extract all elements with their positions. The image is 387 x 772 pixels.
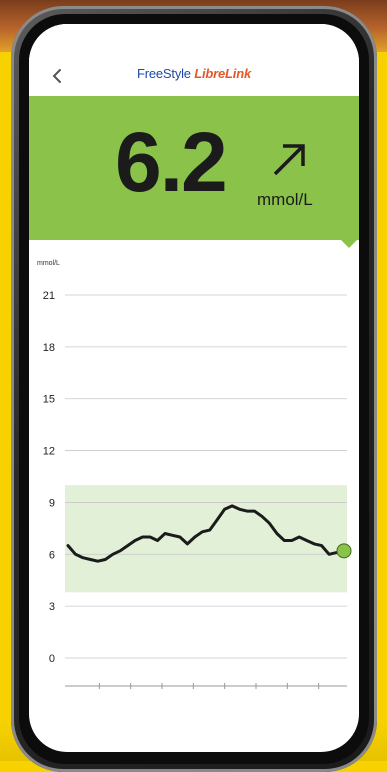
- logo-librelink: LibreLink: [194, 66, 251, 81]
- y-axis-unit: mmol/L: [37, 260, 60, 267]
- y-tick-label: 15: [43, 394, 55, 406]
- glucose-chart-svg: 0 3 6 9 12 15 18 21: [43, 290, 352, 689]
- back-button[interactable]: [43, 62, 71, 90]
- arrow-up-right-icon: [273, 144, 305, 176]
- glucose-value: 6.2: [115, 115, 228, 209]
- y-tick-label: 18: [43, 342, 55, 354]
- y-tick-label: 12: [43, 446, 55, 458]
- logo-freestyle: FreeStyle: [137, 66, 191, 81]
- glucose-trend-line: [66, 504, 346, 563]
- y-tick-label: 21: [43, 290, 55, 302]
- current-reading-marker: [336, 543, 352, 559]
- y-tick-label: 9: [49, 497, 55, 509]
- app-header: FreeStyle LibreLink: [29, 24, 359, 96]
- y-tick-label: 0: [49, 653, 55, 665]
- glucose-unit: mmol/L: [257, 190, 313, 209]
- app-logo: FreeStyle LibreLink: [29, 66, 359, 81]
- glucose-chart: mmol/L 0 3 6 9 12 15 18 21: [29, 256, 359, 696]
- glucose-reading-panel: 6.2 mmol/L: [29, 96, 359, 240]
- chevron-left-icon: [52, 69, 61, 83]
- y-tick-label: 6: [49, 549, 55, 561]
- app-screen: FreeStyle LibreLink 6.2 mmol/L mmol/L 0 3…: [29, 24, 359, 752]
- reading-panel-notch: [341, 240, 357, 248]
- y-tick-label: 3: [49, 601, 55, 613]
